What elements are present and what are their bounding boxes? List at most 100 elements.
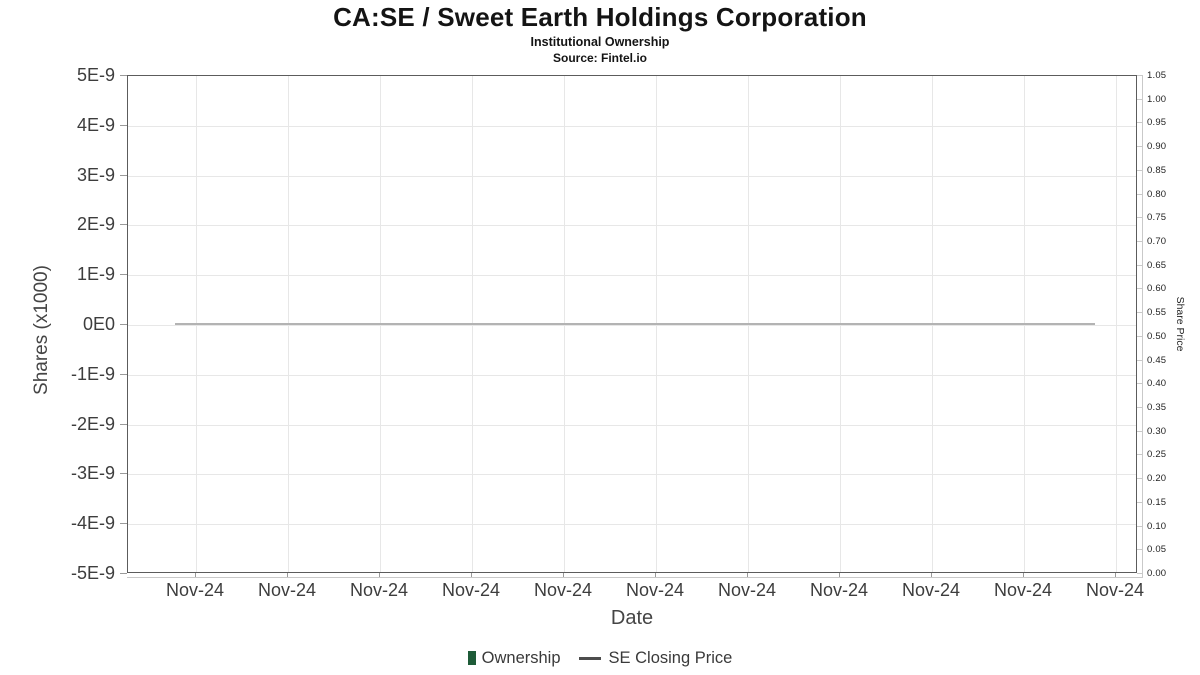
right-tick-mark (1137, 573, 1143, 574)
left-axis-title: Shares (x1000) (31, 265, 52, 395)
right-tick-mark (1137, 501, 1143, 503)
right-tick-label: 0.30 (1147, 425, 1167, 437)
legend-label-closing-price: SE Closing Price (608, 648, 733, 667)
x-tick-mark (1023, 573, 1024, 578)
right-tick-mark (1137, 146, 1143, 148)
right-tick-label: 0.60 (1147, 283, 1167, 295)
right-tick-label: 0.20 (1147, 473, 1167, 485)
gridline-h (128, 474, 1136, 476)
right-tick-mark (1137, 264, 1143, 266)
x-tick-mark (379, 573, 380, 578)
right-tick-label: 0.85 (1147, 164, 1167, 176)
left-tick-mark (120, 224, 127, 226)
gridline-h (128, 424, 1136, 426)
left-tick-label: -1E-9 (70, 363, 115, 384)
x-tick-label: Nov-24 (901, 580, 961, 600)
right-axis-title: Share Price (1174, 296, 1186, 352)
gridline-h (128, 125, 1136, 127)
bottom-axis-line (127, 577, 1143, 578)
right-tick-mark (1137, 525, 1143, 527)
x-tick-mark (931, 573, 932, 578)
left-tick-label: 2E-9 (76, 214, 115, 235)
left-tick-mark (120, 124, 127, 126)
right-tick-label: 0.45 (1147, 354, 1167, 366)
left-tick-mark (120, 75, 127, 76)
x-tick-mark (747, 573, 748, 578)
right-tick-label: 1.05 (1147, 70, 1167, 81)
right-tick-mark (1137, 217, 1143, 219)
left-tick-mark (120, 373, 127, 375)
right-tick-label: 0.70 (1147, 236, 1167, 247)
x-tick-label: Nov-24 (165, 580, 225, 600)
left-tick-mark (120, 573, 127, 574)
right-tick-mark (1137, 407, 1143, 408)
left-tick-label: -2E-9 (70, 413, 115, 434)
x-tick-label: Nov-24 (625, 580, 685, 600)
gridline-h (128, 175, 1136, 177)
chart-subtitle: Institutional Ownership (530, 35, 670, 49)
right-tick-mark (1137, 430, 1143, 432)
right-tick-mark (1137, 169, 1143, 171)
left-tick-mark (120, 423, 127, 425)
right-tick-label: 0.40 (1147, 378, 1167, 390)
x-tick-mark (195, 573, 196, 578)
x-tick-mark (655, 573, 656, 578)
x-tick-label: Nov-24 (257, 580, 317, 600)
x-tick-label: Nov-24 (533, 580, 593, 600)
left-tick-label: -3E-9 (70, 463, 115, 484)
right-tick-label: 0.35 (1147, 402, 1167, 413)
left-tick-mark (120, 473, 127, 475)
right-tick-mark (1137, 454, 1143, 456)
left-tick-label: 5E-9 (76, 65, 115, 85)
left-tick-mark (120, 274, 127, 276)
gridline-h (128, 275, 1136, 277)
right-tick-mark (1137, 98, 1143, 100)
x-tick-label: Nov-24 (441, 580, 501, 600)
right-tick-mark (1137, 383, 1143, 385)
x-tick-label: Nov-24 (349, 580, 409, 600)
right-tick-mark (1137, 193, 1143, 195)
right-tick-mark (1137, 478, 1143, 480)
right-tick-label: 0.80 (1147, 188, 1167, 200)
right-tick-mark (1137, 122, 1143, 124)
right-tick-label: 0.95 (1147, 117, 1167, 129)
chart-title: CA:SE / Sweet Earth Holdings Corporation (333, 2, 867, 32)
closing-price-line (175, 323, 1095, 325)
x-tick-mark (471, 573, 472, 578)
left-tick-label: -4E-9 (70, 513, 115, 534)
x-tick-mark (287, 573, 288, 578)
right-tick-mark (1137, 241, 1143, 242)
right-tick-label: 0.10 (1147, 520, 1167, 532)
right-tick-label: 0.05 (1147, 544, 1167, 556)
right-tick-label: 0.55 (1147, 307, 1167, 319)
right-tick-mark (1137, 312, 1143, 314)
right-tick-label: 0.50 (1147, 330, 1167, 342)
right-axis-line (1142, 75, 1143, 578)
right-tick-mark (1137, 335, 1143, 337)
gridline-h (128, 325, 1136, 326)
chart-source: Source: Fintel.io (552, 51, 647, 65)
legend-label-ownership: Ownership (481, 648, 561, 667)
x-tick-label: Nov-24 (1085, 580, 1145, 600)
right-tick-mark (1137, 75, 1143, 76)
gridline-h (128, 225, 1136, 227)
left-tick-mark (120, 324, 127, 325)
left-tick-label: 3E-9 (76, 164, 115, 185)
legend: Ownership SE Closing Price (0, 647, 1200, 669)
left-tick-label: 1E-9 (76, 264, 115, 285)
right-tick-label: 1.00 (1147, 93, 1167, 105)
gridline-v (1116, 76, 1117, 572)
left-tick-label: 0E0 (82, 314, 115, 334)
right-tick-label: 0.65 (1147, 259, 1167, 271)
right-tick-mark (1137, 359, 1143, 361)
gridline-h (128, 524, 1136, 526)
right-tick-label: 0.15 (1147, 496, 1167, 508)
ownership-legend-marker (467, 651, 476, 665)
left-tick-label: 4E-9 (76, 114, 115, 135)
right-tick-label: 0.25 (1147, 449, 1167, 461)
right-tick-label: 0.75 (1147, 212, 1167, 224)
left-tick-mark (120, 174, 127, 176)
right-tick-label: 0.90 (1147, 141, 1167, 153)
left-tick-label: -5E-9 (70, 563, 115, 583)
